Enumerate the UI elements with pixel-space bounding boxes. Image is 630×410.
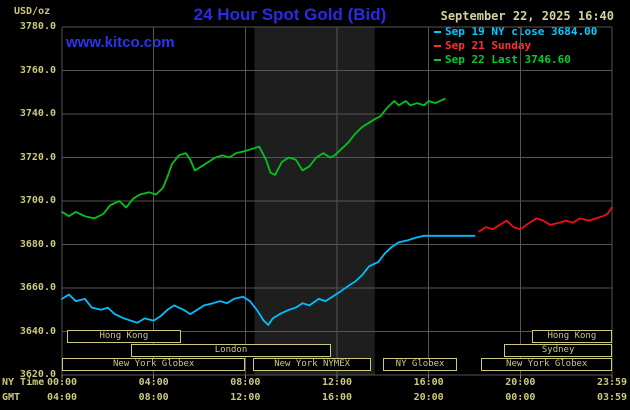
x-tick-label: 08:00: [138, 392, 169, 403]
y-tick-label: 3620.0: [19, 369, 56, 380]
x-tick-label: 08:00: [230, 377, 261, 388]
x-tick-label: 00:00: [46, 377, 78, 388]
chart-title: 24 Hour Spot Gold (Bid): [193, 5, 387, 24]
legend-item: Sep 22 Last 3746.60: [434, 53, 597, 67]
legend-dash-icon: [434, 45, 441, 47]
legend: Sep 19 NY close 3684.00 Sep 21 Sunday Sep …: [434, 25, 597, 67]
kitco-watermark-link[interactable]: www.kitco.com: [66, 34, 175, 51]
legend-label: Sep 21 Sunday: [445, 39, 532, 52]
x-tick-label: 00:00: [505, 392, 536, 403]
y-tick-label: 3720.0: [19, 151, 56, 163]
x-tick-label: 23:59: [596, 377, 628, 388]
ny-time-axis-label: NY Time: [2, 377, 45, 388]
x-tick-label: 20:00: [505, 377, 536, 388]
session-box-new-york-nymex: New York NYMEX: [252, 358, 372, 371]
x-tick-label: 12:00: [230, 392, 261, 403]
gmt-axis-label: GMT: [2, 392, 21, 403]
x-tick-label: 04:00: [46, 392, 78, 403]
x-tick-label: 12:00: [321, 377, 353, 388]
x-tick-label: 20:00: [413, 392, 444, 403]
y-tick-label: 3740.0: [19, 108, 56, 119]
x-tick-label: 16:00: [321, 392, 353, 403]
legend-label: Sep 19 NY close 3684.00: [445, 25, 598, 38]
series-line-sep-22-last: [61, 97, 446, 220]
session-box-new-york-globex: New York Globex: [62, 358, 246, 371]
legend-item: Sep 21 Sunday: [434, 39, 597, 53]
y-tick-label: 3660.0: [19, 282, 56, 293]
legend-dash-icon: [434, 59, 441, 61]
y-tick-label: 3780.0: [19, 21, 56, 32]
legend-item: Sep 19 NY close 3684.00: [434, 25, 597, 39]
y-tick-label: 3680.0: [19, 238, 56, 250]
series-line-sep-19-ny-close: [61, 234, 476, 326]
session-box-hong-kong: Hong Kong: [66, 330, 182, 343]
x-tick-label: 04:00: [138, 377, 169, 388]
legend-label: Sep 22 Last 3746.60: [445, 53, 571, 66]
x-tick-label: 16:00: [413, 377, 444, 388]
y-tick-label: 3640.0: [19, 325, 56, 337]
y-tick-label: 3700.0: [19, 195, 56, 206]
session-box-london: London: [130, 344, 332, 357]
legend-dash-icon: [434, 31, 441, 33]
series-line-sep-21-sunday: [478, 206, 613, 233]
session-box-sydney: Sydney: [504, 344, 612, 357]
x-tick-label: 03:59: [596, 392, 628, 403]
session-box-new-york-globex: New York Globex: [481, 358, 612, 371]
session-box-ny-globex: NY Globex: [382, 358, 458, 371]
y-axis-unit-label: USD/oz: [14, 6, 51, 17]
session-box-hong-kong: Hong Kong: [531, 330, 612, 343]
y-tick-label: 3760.0: [19, 64, 56, 76]
datetime-label: September 22, 2025 16:40: [440, 9, 614, 23]
